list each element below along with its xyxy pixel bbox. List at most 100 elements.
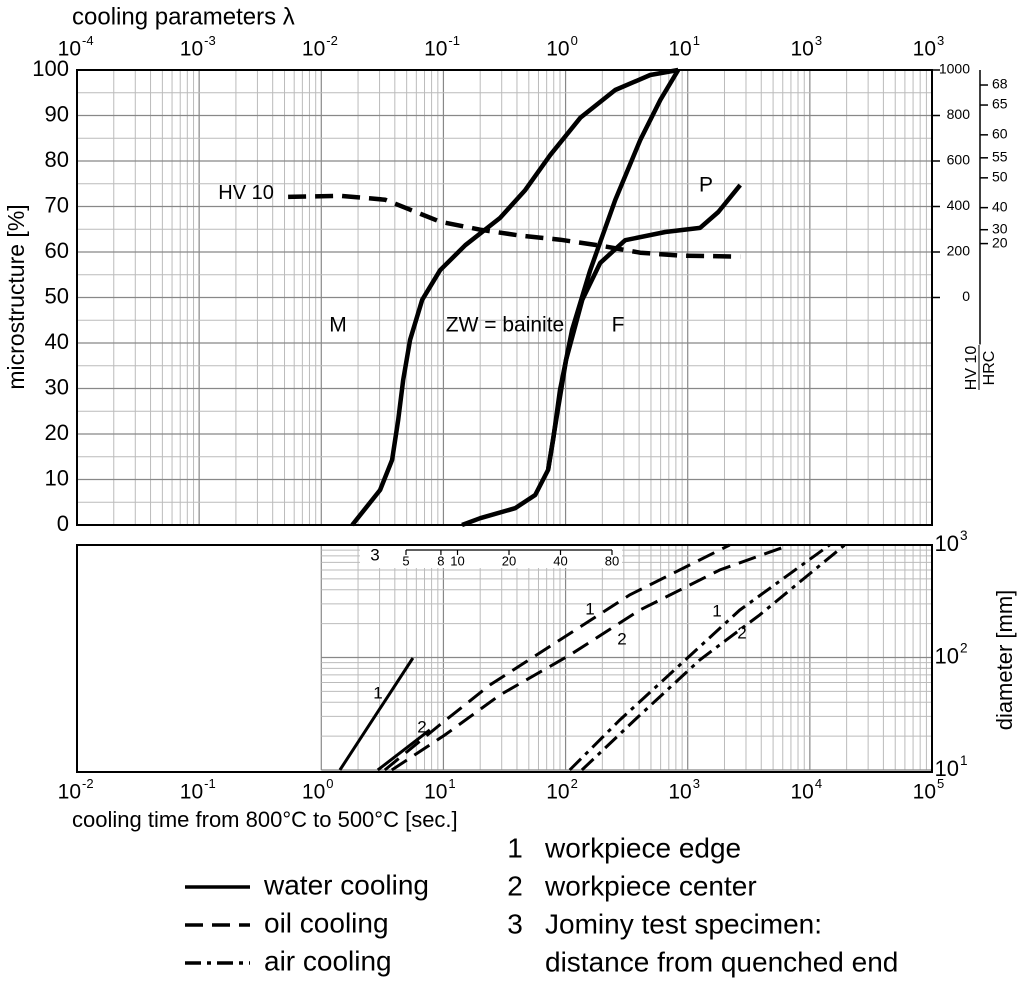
tick-exponent: 2 <box>960 640 968 655</box>
tick-exponent: 4 <box>815 776 822 791</box>
y3-axis-title: HRC <box>981 351 998 386</box>
curve-label: HV 10 <box>218 182 274 204</box>
y-tick-label: 100 <box>32 56 69 81</box>
tick-exponent: -1 <box>448 33 460 48</box>
note-text: workpiece edge <box>544 832 741 863</box>
tick-label: 10 <box>302 781 325 804</box>
legend-label: oil cooling <box>264 907 389 938</box>
y3-tick-label: 30 <box>992 220 1008 236</box>
jominy-tick-label: 10 <box>450 553 464 568</box>
plot-frame <box>76 544 933 773</box>
tick-exponent: 1 <box>693 33 700 48</box>
jominy-backdrop <box>360 546 622 568</box>
y3-tick-label: 40 <box>992 198 1008 214</box>
tick-label: 10 <box>546 781 569 804</box>
curve-label: 1 <box>373 683 382 702</box>
note-text: workpiece center <box>544 870 757 901</box>
x-axis-title: cooling parameters λ <box>72 3 295 30</box>
y3-tick-label: 50 <box>992 169 1008 185</box>
tick-exponent: 3 <box>937 33 944 48</box>
y-tick-label: 50 <box>45 283 69 308</box>
tick-label: 10 <box>913 38 936 61</box>
y2-tick-label: 1000 <box>939 61 970 77</box>
tick-exponent: 1 <box>448 776 455 791</box>
y-tick-label: 30 <box>45 374 69 399</box>
y-tick-label: 0 <box>57 511 69 536</box>
y3-tick-label: 65 <box>992 96 1008 112</box>
tick-label: 10 <box>668 781 691 804</box>
tick-exponent: -2 <box>82 776 94 791</box>
y-tick-label: 20 <box>45 420 69 445</box>
tick-label: 10 <box>790 38 813 61</box>
tick-label: 10 <box>935 756 959 781</box>
y-axis-title: microstructure [%] <box>3 204 29 389</box>
note-text: Jominy test specimen: <box>545 908 822 939</box>
tick-label: 10 <box>180 781 203 804</box>
jominy-tick-label: 40 <box>553 553 567 568</box>
y-tick-label: 80 <box>45 147 69 172</box>
tick-label: 10 <box>668 38 691 61</box>
tick-label: 10 <box>302 38 325 61</box>
y2-tick-label: 0 <box>962 288 970 304</box>
tick-exponent: -1 <box>204 776 216 791</box>
curve <box>390 543 791 772</box>
tick-label: 10 <box>935 531 959 556</box>
y-axis-title: diameter [mm] <box>992 590 1017 731</box>
legend-label: air cooling <box>264 945 392 976</box>
curve-label: 2 <box>417 717 426 736</box>
tick-exponent: -3 <box>204 33 216 48</box>
jominy-tick-label: 80 <box>605 553 619 568</box>
x-axis-title: cooling time from 800°C to 500°C [sec.] <box>72 807 458 832</box>
note-number: 1 <box>507 832 523 863</box>
curve <box>288 193 741 259</box>
curve <box>383 543 731 772</box>
tick-label: 10 <box>913 781 936 804</box>
y2-tick-label: 400 <box>947 197 971 213</box>
tick-label: 10 <box>58 781 81 804</box>
region-label: ZW = bainite <box>446 314 564 337</box>
y-tick-label: 60 <box>45 238 69 263</box>
tick-exponent: 0 <box>326 776 333 791</box>
region-label: M <box>329 314 347 337</box>
tick-exponent: 2 <box>571 776 578 791</box>
tick-exponent: 5 <box>937 776 944 791</box>
tick-exponent: 3 <box>693 776 700 791</box>
note-text: distance from quenched end <box>545 946 898 977</box>
y2-tick-label: 800 <box>947 106 971 122</box>
region-label: F <box>612 314 625 337</box>
curve-label: 1 <box>585 599 594 618</box>
tick-exponent: 3 <box>815 33 822 48</box>
y-tick-label: 70 <box>45 192 69 217</box>
y2-tick-label: 200 <box>947 243 971 259</box>
tick-exponent: -4 <box>82 33 94 48</box>
note-number: 3 <box>507 908 523 939</box>
tick-label: 10 <box>424 38 447 61</box>
tick-exponent: 3 <box>960 528 968 543</box>
tick-exponent: -2 <box>326 33 338 48</box>
tick-label: 10 <box>180 38 203 61</box>
y2-tick-label: 600 <box>947 152 971 168</box>
curve <box>350 67 679 527</box>
tick-label: 10 <box>58 38 81 61</box>
jominy-tick-label: 5 <box>402 553 409 568</box>
y2-axis-title: HV 10 <box>963 346 980 391</box>
jominy-tick-label: 20 <box>502 553 516 568</box>
curve <box>338 657 415 771</box>
tick-exponent: 0 <box>571 33 578 48</box>
y3-tick-label: 55 <box>992 149 1008 165</box>
curve <box>568 543 831 772</box>
legend-label: water cooling <box>263 869 429 900</box>
tick-label: 10 <box>546 38 569 61</box>
curve <box>545 183 742 471</box>
tick-label: 10 <box>790 781 813 804</box>
y3-tick-label: 60 <box>992 126 1008 142</box>
y-tick-label: 90 <box>45 101 69 126</box>
curve-label: 1 <box>712 601 721 620</box>
jominy-label: 3 <box>370 545 379 564</box>
curve-label: 2 <box>617 629 626 648</box>
y-tick-label: 10 <box>45 465 69 490</box>
y3-tick-label: 68 <box>992 76 1008 92</box>
note-number: 2 <box>507 870 523 901</box>
